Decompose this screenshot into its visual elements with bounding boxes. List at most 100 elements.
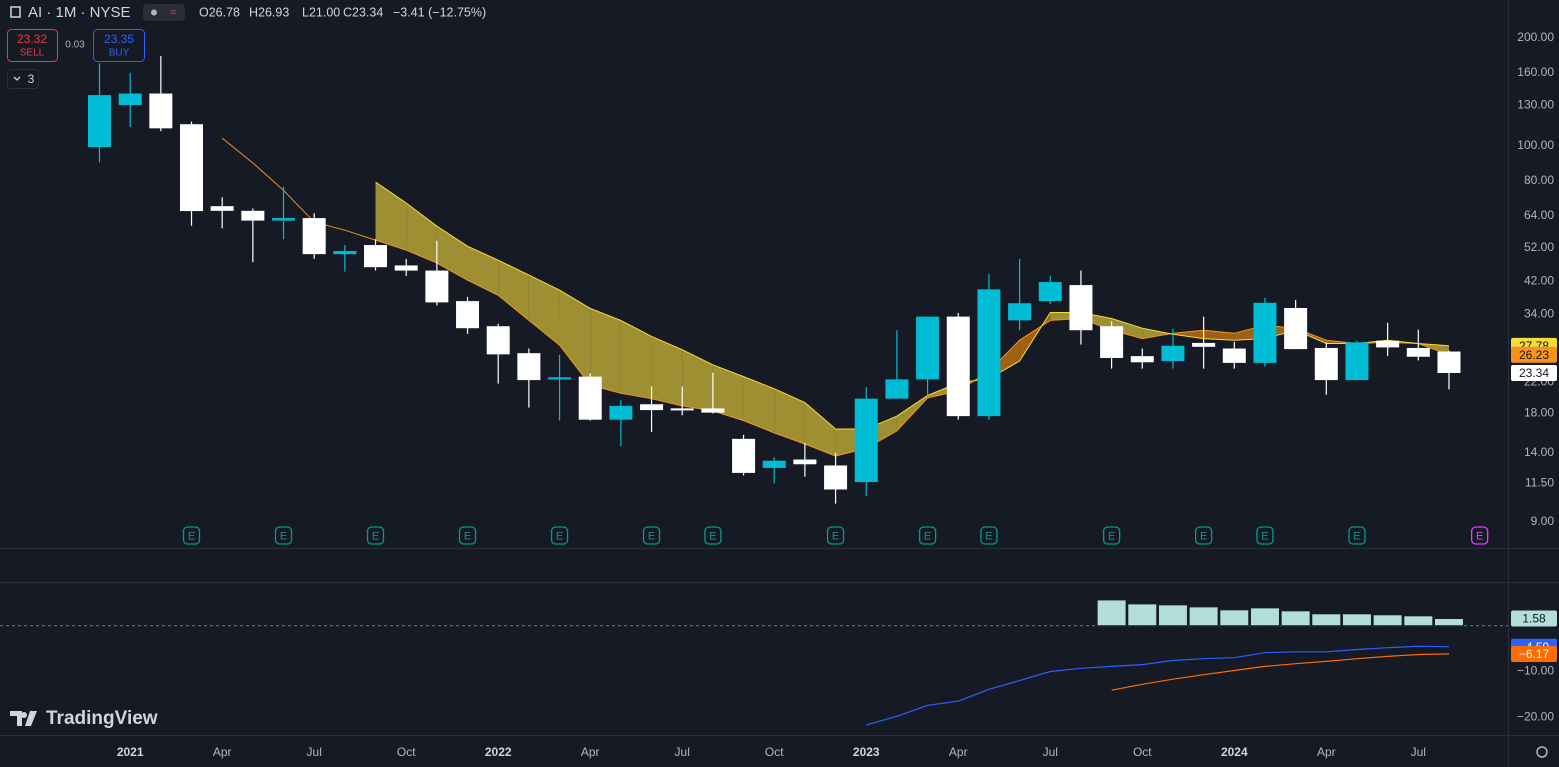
ribbon-fill — [498, 260, 529, 321]
ribbon-fill — [712, 364, 744, 421]
earnings-label: E — [709, 530, 716, 542]
candle-body — [118, 93, 142, 106]
earnings-marker — [1348, 526, 1366, 545]
indicator-line — [1111, 653, 1450, 691]
candle-body — [548, 377, 572, 380]
settings-icon[interactable] — [1536, 746, 1548, 758]
histogram-bar — [1096, 599, 1127, 627]
indicator-pane — [0, 599, 1508, 726]
histogram-bar — [1280, 610, 1311, 627]
last-value-tag-bg — [1511, 645, 1557, 662]
candle-body — [302, 218, 326, 255]
histogram-bar — [1433, 618, 1464, 627]
ribbon-fill — [590, 308, 621, 394]
earnings-marker — [1471, 526, 1489, 545]
ribbon-fill — [651, 336, 683, 406]
buy-price: 23.35 — [104, 32, 134, 46]
x-tick-label: Apr — [213, 745, 232, 759]
candle-body — [793, 459, 817, 465]
y-tick-label: 11.50 — [1525, 476, 1554, 490]
symbol-icon[interactable] — [10, 6, 21, 18]
last-value-tag: −6.17 — [1519, 647, 1550, 661]
earnings-label: E — [832, 530, 839, 542]
layout-count: 3 — [28, 72, 35, 86]
candle-body — [1161, 345, 1185, 362]
candle-body — [578, 376, 602, 420]
ribbon-fill — [467, 246, 499, 296]
candle-body — [1008, 303, 1032, 321]
earnings-label: E — [1353, 530, 1360, 542]
earnings-marker — [274, 526, 293, 545]
earnings-label: E — [1200, 530, 1207, 542]
histogram-bar — [1219, 609, 1250, 627]
ohlc-open: O26.78 — [199, 5, 240, 19]
candle-body — [977, 289, 1001, 417]
candle-body — [180, 124, 204, 212]
sell-button[interactable] — [7, 29, 58, 62]
candle-body — [425, 270, 449, 303]
x-tick-label: Jul — [675, 745, 690, 759]
candle-body — [486, 326, 510, 355]
x-tick-label: Apr — [949, 745, 968, 759]
candle-body — [333, 251, 357, 255]
ohlc-close: C23.34 — [343, 5, 383, 19]
y-tick-label: 130.00 — [1517, 97, 1554, 111]
last-value-tag-bg — [1511, 346, 1557, 363]
y-tick-label: −10.00 — [1517, 664, 1554, 678]
x-tick-label: Jul — [1411, 745, 1426, 759]
price-change: −3.41 (−12.75%) — [393, 5, 486, 19]
visibility-toggle[interactable] — [143, 4, 185, 21]
candle-body — [670, 408, 694, 411]
candle-body — [916, 316, 940, 380]
earnings-label: E — [188, 530, 195, 542]
earnings-marker — [704, 526, 722, 545]
candle-body — [149, 93, 173, 129]
candle-body — [394, 265, 418, 271]
ribbon-fill — [743, 376, 775, 433]
ribbon-fill — [774, 388, 805, 445]
ribbon-fill — [1142, 328, 1173, 339]
buy-button[interactable] — [93, 29, 145, 62]
ribbon-fill — [406, 202, 437, 264]
main-pane — [88, 56, 1461, 504]
last-value-tag: 26.23 — [1519, 348, 1549, 362]
candle-body — [210, 206, 234, 211]
layout-button[interactable] — [7, 69, 39, 89]
candle-body — [1314, 347, 1338, 381]
y-tick-label: 64.00 — [1524, 208, 1554, 222]
earnings-marker — [182, 526, 201, 545]
histogram-bar — [1403, 615, 1434, 627]
ribbon-fill — [804, 402, 836, 457]
ribbon-fill — [1172, 330, 1204, 339]
candle-body — [1376, 340, 1400, 348]
candle-body — [1038, 282, 1062, 302]
histogram-bar — [1341, 613, 1372, 627]
ohlc-low: L21.00 — [302, 5, 340, 19]
candle-body — [88, 95, 111, 148]
earnings-marker — [826, 526, 845, 545]
candle-body — [1192, 342, 1216, 347]
histogram-bar — [1249, 607, 1280, 627]
y-tick-label: 80.00 — [1524, 173, 1554, 187]
x-tick-label: Apr — [1317, 745, 1336, 759]
earnings-marker — [642, 526, 661, 545]
candle-body — [732, 438, 756, 473]
candle-body — [456, 301, 480, 329]
candle-body — [1437, 351, 1461, 373]
symbol[interactable]: AI · 1M · NYSE — [28, 4, 131, 21]
histogram-bar — [1188, 606, 1219, 627]
x-tick-label: Jul — [1043, 745, 1058, 759]
candle-body — [1069, 285, 1093, 331]
x-tick-label: 2022 — [485, 745, 512, 759]
candle-body — [1284, 308, 1308, 350]
chevron-icon — [13, 76, 21, 81]
earnings-label: E — [1476, 530, 1483, 542]
candle-body — [1222, 348, 1246, 363]
candle-body — [1130, 356, 1154, 363]
branding[interactable]: TradingView — [46, 708, 158, 729]
earnings-label: E — [648, 530, 655, 542]
candle-body — [1253, 302, 1277, 363]
last-price-tag: 23.34 — [1519, 366, 1549, 380]
